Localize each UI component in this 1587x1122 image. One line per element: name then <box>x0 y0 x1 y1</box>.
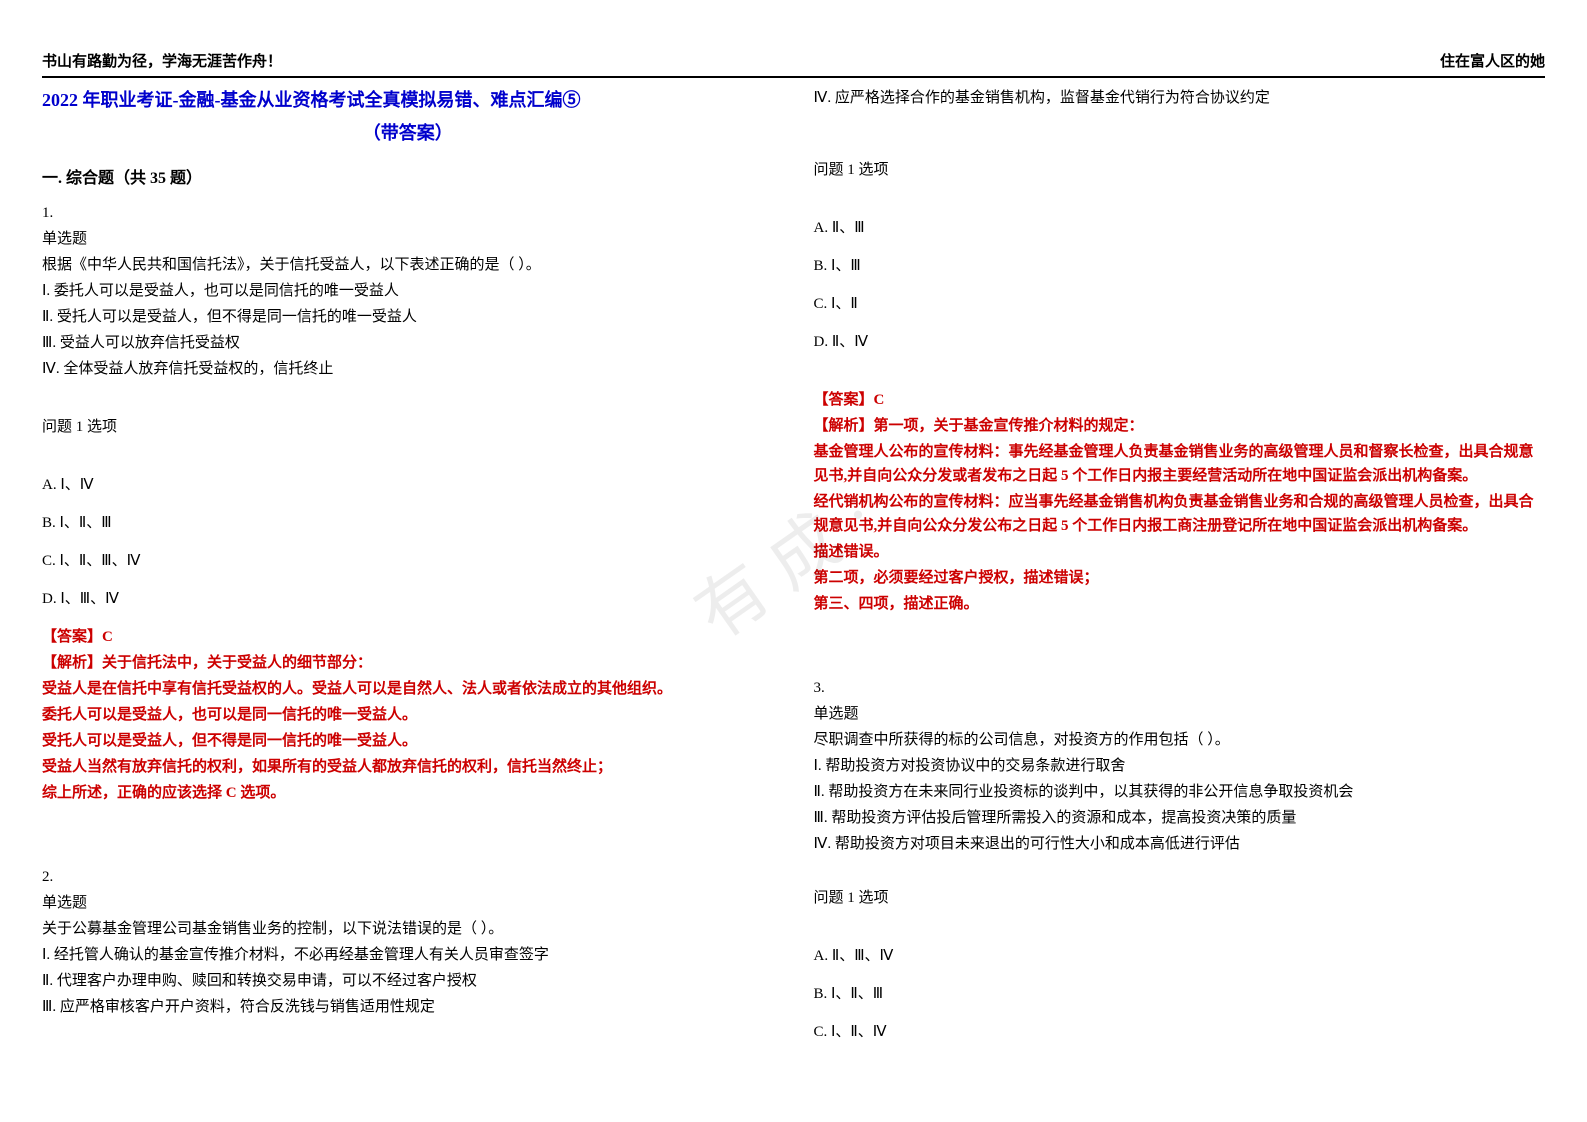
statement-1: Ⅰ. 经托管人确认的基金宣传推介材料，不必再经基金管理人有关人员审查签字 <box>42 943 774 967</box>
statement-4: Ⅳ. 应严格选择合作的基金销售机构，监督基金代销行为符合协议约定 <box>814 86 1546 110</box>
option-d: D. Ⅰ、Ⅲ、Ⅳ <box>42 587 774 611</box>
statement-3: Ⅲ. 帮助投资方评估投后管理所需投入的资源和成本，提高投资决策的质量 <box>814 806 1546 830</box>
question-type: 单选题 <box>42 891 774 915</box>
doc-title-line1: 2022 年职业考证-金融-基金从业资格考试全真模拟易错、难点汇编⑤ <box>42 86 774 115</box>
explanation-line: 基金管理人公布的宣传材料：事先经基金管理人负责基金销售业务的高级管理人员和督察长… <box>814 440 1546 488</box>
statement-4: Ⅳ. 全体受益人放弃信托受益权的，信托终止 <box>42 357 774 381</box>
option-c: C. Ⅰ、Ⅱ、Ⅲ、Ⅳ <box>42 549 774 573</box>
statement-4: Ⅳ. 帮助投资方对项目未来退出的可行性大小和成本高低进行评估 <box>814 832 1546 856</box>
statement-2: Ⅱ. 帮助投资方在未来同行业投资标的谈判中，以其获得的非公开信息争取投资机会 <box>814 780 1546 804</box>
left-column: 2022 年职业考证-金融-基金从业资格考试全真模拟易错、难点汇编⑤ （带答案）… <box>42 86 774 1068</box>
question-2-continued: Ⅳ. 应严格选择合作的基金销售机构，监督基金代销行为符合协议约定 问题 1 选项… <box>814 86 1546 616</box>
option-a: A. Ⅰ、Ⅳ <box>42 473 774 497</box>
option-c: C. Ⅰ、Ⅱ、Ⅳ <box>814 1020 1546 1044</box>
question-1: 1. 单选题 根据《中华人民共和国信托法》，关于信托受益人，以下表述正确的是（ … <box>42 201 774 805</box>
question-stem: 关于公募基金管理公司基金销售业务的控制，以下说法错误的是（ ）。 <box>42 917 774 941</box>
option-b: B. Ⅰ、Ⅱ、Ⅲ <box>42 511 774 535</box>
explanation-line: 第二项，必须要经过客户授权，描述错误； <box>814 566 1546 590</box>
option-d: D. Ⅱ、Ⅳ <box>814 330 1546 354</box>
answer-label: 【答案】C <box>42 625 774 649</box>
option-c: C. Ⅰ、Ⅱ <box>814 292 1546 316</box>
question-type: 单选题 <box>42 227 774 251</box>
statement-2: Ⅱ. 代理客户办理申购、赎回和转换交易申请，可以不经过客户授权 <box>42 969 774 993</box>
question-number: 3. <box>814 676 1546 700</box>
statement-1: Ⅰ. 帮助投资方对投资协议中的交易条款进行取舍 <box>814 754 1546 778</box>
explanation-line: 受托人可以是受益人，但不得是同一信托的唯一受益人。 <box>42 729 774 753</box>
question-2: 2. 单选题 关于公募基金管理公司基金销售业务的控制，以下说法错误的是（ ）。 … <box>42 865 774 1019</box>
explanation-line: 第三、四项，描述正确。 <box>814 592 1546 616</box>
question-number: 1. <box>42 201 774 225</box>
option-b: B. Ⅰ、Ⅲ <box>814 254 1546 278</box>
explanation-line: 受益人是在信托中享有信托受益权的人。受益人可以是自然人、法人或者依法成立的其他组… <box>42 677 774 701</box>
explanation-line: 【解析】关于信托法中，关于受益人的细节部分： <box>42 651 774 675</box>
answer-label: 【答案】C <box>814 388 1546 412</box>
options-prompt: 问题 1 选项 <box>42 415 774 439</box>
question-number: 2. <box>42 865 774 889</box>
statement-2: Ⅱ. 受托人可以是受益人，但不得是同一信托的唯一受益人 <box>42 305 774 329</box>
right-column: Ⅳ. 应严格选择合作的基金销售机构，监督基金代销行为符合协议约定 问题 1 选项… <box>814 86 1546 1068</box>
explanation-line: 描述错误。 <box>814 540 1546 564</box>
explanation-line: 委托人可以是受益人，也可以是同一信托的唯一受益人。 <box>42 703 774 727</box>
question-type: 单选题 <box>814 702 1546 726</box>
explanation-line: 受益人当然有放弃信托的权利，如果所有的受益人都放弃信托的权利，信托当然终止； <box>42 755 774 779</box>
page-header: 书山有路勤为径，学海无涯苦作舟！ 住在富人区的她 <box>42 50 1545 78</box>
question-3: 3. 单选题 尽职调查中所获得的标的公司信息，对投资方的作用包括（ ）。 Ⅰ. … <box>814 676 1546 1044</box>
statement-3: Ⅲ. 应严格审核客户开户资料，符合反洗钱与销售适用性规定 <box>42 995 774 1019</box>
question-stem: 尽职调查中所获得的标的公司信息，对投资方的作用包括（ ）。 <box>814 728 1546 752</box>
content-columns: 2022 年职业考证-金融-基金从业资格考试全真模拟易错、难点汇编⑤ （带答案）… <box>42 86 1545 1068</box>
doc-title-line2: （带答案） <box>42 119 774 148</box>
header-right: 住在富人区的她 <box>1440 50 1545 74</box>
options-prompt: 问题 1 选项 <box>814 158 1546 182</box>
question-stem: 根据《中华人民共和国信托法》，关于信托受益人，以下表述正确的是（ ）。 <box>42 253 774 277</box>
statement-3: Ⅲ. 受益人可以放弃信托受益权 <box>42 331 774 355</box>
explanation-line: 【解析】第一项，关于基金宣传推介材料的规定： <box>814 414 1546 438</box>
options-prompt: 问题 1 选项 <box>814 886 1546 910</box>
explanation-line: 经代销机构公布的宣传材料：应当事先经基金销售机构负责基金销售业务和合规的高级管理… <box>814 490 1546 538</box>
option-a: A. Ⅱ、Ⅲ、Ⅳ <box>814 944 1546 968</box>
header-left: 书山有路勤为径，学海无涯苦作舟！ <box>42 50 282 74</box>
option-a: A. Ⅱ、Ⅲ <box>814 216 1546 240</box>
option-b: B. Ⅰ、Ⅱ、Ⅲ <box>814 982 1546 1006</box>
section-heading: 一. 综合题（共 35 题） <box>42 166 774 192</box>
statement-1: Ⅰ. 委托人可以是受益人，也可以是同信托的唯一受益人 <box>42 279 774 303</box>
explanation-line: 综上所述，正确的应该选择 C 选项。 <box>42 781 774 805</box>
